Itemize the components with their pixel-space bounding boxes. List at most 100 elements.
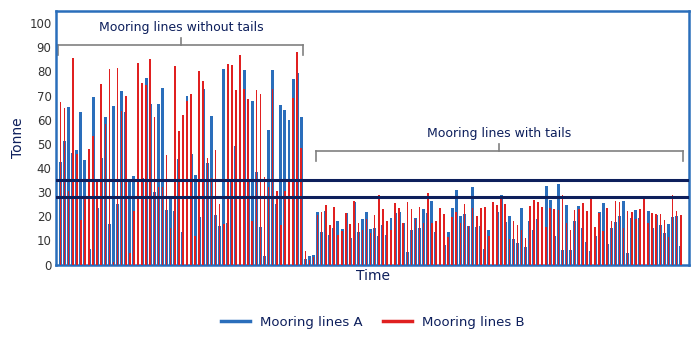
Bar [435,232,438,265]
Bar [223,224,225,265]
Bar [337,235,339,265]
Bar [484,207,486,265]
Bar [468,226,469,265]
Bar [369,229,372,265]
Bar [373,228,376,265]
Bar [378,195,379,265]
Bar [271,70,274,265]
Bar [598,212,601,265]
Bar [598,213,600,265]
Bar [418,228,421,265]
Bar [398,208,400,265]
Bar [389,218,393,265]
Bar [590,198,592,265]
Bar [325,205,326,265]
Bar [556,184,560,265]
Bar [321,212,323,265]
Bar [663,232,666,265]
Bar [169,198,172,265]
Bar [146,85,147,265]
Bar [622,201,625,265]
Bar [680,216,682,265]
Bar [525,238,526,265]
Bar [244,89,245,265]
Bar [472,208,473,265]
Bar [520,208,523,265]
Bar [480,208,482,265]
Bar [578,209,580,265]
Bar [332,228,335,265]
Bar [190,94,192,265]
Bar [414,219,416,265]
Bar [438,237,442,265]
Bar [361,219,364,265]
Bar [406,252,409,265]
Bar [659,225,661,265]
Bar [382,209,384,265]
Bar [382,225,384,265]
Bar [447,237,449,265]
Bar [214,215,217,265]
Bar [177,159,181,265]
Bar [655,215,657,265]
Bar [234,146,237,265]
Bar [578,206,580,265]
Bar [512,239,515,265]
Bar [276,191,278,265]
Bar [455,190,458,265]
Bar [536,219,540,265]
Bar [630,218,634,265]
Bar [635,219,636,265]
Bar [500,197,502,265]
Bar [439,208,441,265]
Bar [370,233,372,265]
Bar [341,231,343,265]
Bar [268,187,270,265]
Bar [182,116,183,265]
Bar [402,223,405,265]
Bar [619,202,620,265]
Bar [512,220,514,265]
Bar [463,204,466,265]
Bar [211,178,212,265]
Bar [181,232,184,265]
Bar [410,230,413,265]
Bar [100,158,103,265]
Bar [582,203,584,265]
Bar [329,225,330,265]
Bar [471,187,474,265]
Bar [594,236,596,265]
Bar [652,212,653,265]
Text: Mooring lines with tails: Mooring lines with tails [427,127,571,140]
Bar [272,89,274,265]
Bar [586,211,588,265]
Bar [215,150,216,265]
Bar [365,219,368,265]
Bar [654,216,658,265]
Bar [309,260,310,265]
Y-axis label: Tonne: Tonne [11,118,25,158]
Bar [667,224,670,265]
Bar [295,73,299,265]
Bar [362,230,363,265]
Bar [603,231,604,265]
Bar [174,66,176,265]
Bar [101,84,102,265]
Bar [288,120,290,265]
Bar [517,225,518,265]
Bar [422,209,425,265]
Bar [178,131,180,265]
Bar [610,221,612,265]
Bar [162,187,163,265]
Bar [64,108,65,265]
Bar [104,124,106,265]
Bar [316,215,319,265]
Bar [529,206,531,265]
Bar [239,55,241,265]
Bar [132,176,135,265]
Bar [679,246,682,265]
Bar [284,191,286,265]
Bar [550,208,551,265]
Bar [83,160,86,265]
Bar [157,104,160,265]
